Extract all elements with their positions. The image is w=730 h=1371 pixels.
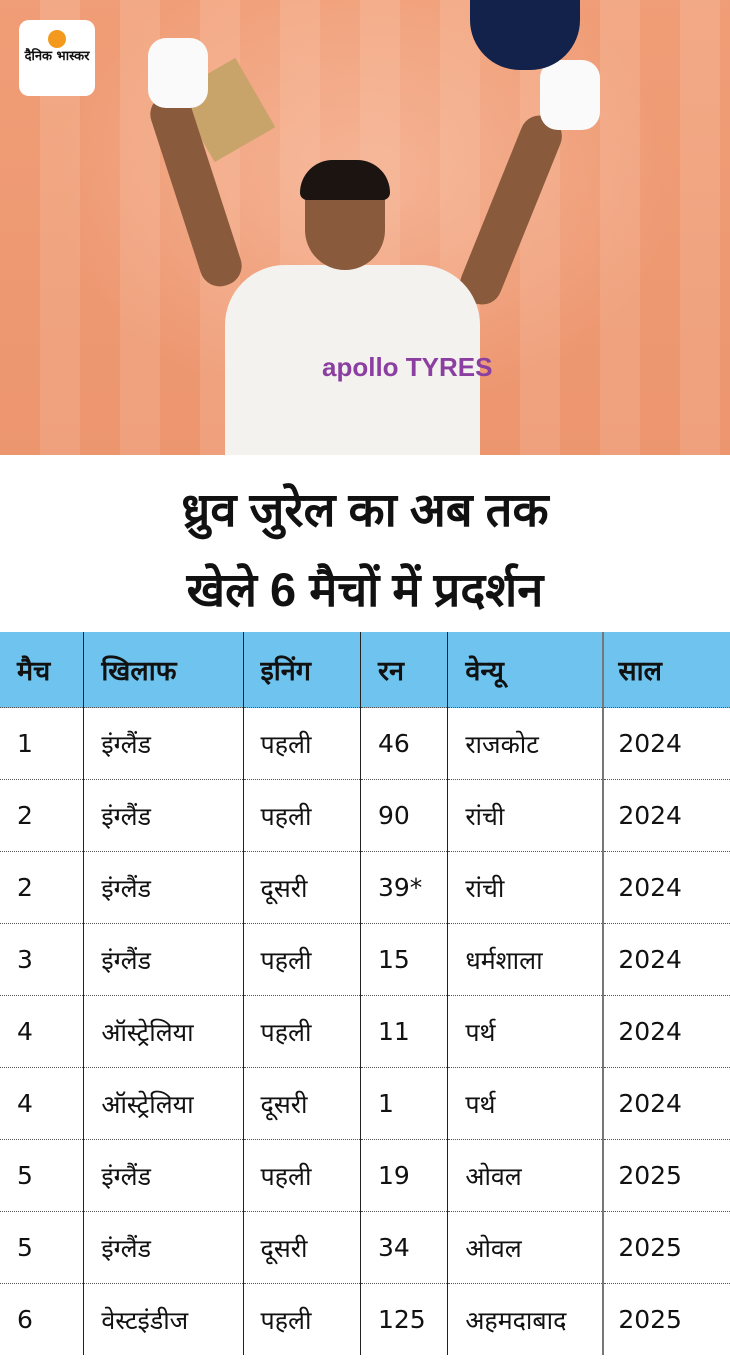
table-cell: 5 [0,1139,84,1212]
table-cell: इंग्लैंड [83,1211,244,1284]
table-cell: पहली [242,1139,361,1212]
column-header: खिलाफ [83,632,244,708]
table-cell: दूसरी [242,851,361,924]
table-cell: 34 [359,1211,448,1284]
table-cell: पर्थ [447,995,604,1068]
table-cell: दूसरी [242,1067,361,1140]
table-cell: दूसरी [242,1211,361,1284]
table-cell: 2024 [602,923,730,996]
table-cell: इंग्लैंड [83,779,244,852]
column-header: रन [359,632,448,708]
table-row: 4 ऑस्ट्रेलिया पहली 11 पर्थ 2024 [0,995,730,1068]
hair-shape [300,160,390,200]
table-cell: इंग्लैंड [83,923,244,996]
table-cell: 2 [0,851,84,924]
table-cell: इंग्लैंड [83,1139,244,1212]
table-row: 2 इंग्लैंड पहली 90 रांची 2024 [0,779,730,852]
table-cell: पहली [242,1283,361,1355]
table-cell: 2025 [602,1283,730,1355]
table-cell: रांची [447,779,604,852]
headline: ध्रुव जुरेल का अब तक खेले 6 मैचों में प्… [0,470,730,630]
table-cell: ऑस्ट्रेलिया [83,1067,244,1140]
table-row: 2 इंग्लैंड दूसरी 39* रांची 2024 [0,851,730,924]
helmet-shape [470,0,580,70]
table-cell: 39* [359,851,448,924]
sun-icon [48,30,66,48]
table-cell: धर्मशाला [447,923,604,996]
table-cell: अहमदाबाद [447,1283,604,1355]
table-cell: राजकोट [447,707,604,780]
table-cell: 2025 [602,1139,730,1212]
table-cell: 6 [0,1283,84,1355]
player-photo: apollo TYRES [0,0,730,455]
table-row: 5 इंग्लैंड पहली 19 ओवल 2025 [0,1139,730,1212]
table-row: 6 वेस्टइंडीज पहली 125 अहमदाबाद 2025 [0,1283,730,1355]
column-header: इनिंग [242,632,361,708]
table-cell: 2024 [602,1067,730,1140]
headline-line-1: ध्रुव जुरेल का अब तक [181,483,549,536]
table-cell: 4 [0,1067,84,1140]
table-row: 3 इंग्लैंड पहली 15 धर्मशाला 2024 [0,923,730,996]
column-header: साल [602,632,730,708]
table-cell: 1 [0,707,84,780]
table-cell: 2024 [602,707,730,780]
table-cell: 19 [359,1139,448,1212]
right-glove-shape [540,60,600,130]
table-cell: 2024 [602,779,730,852]
table-cell: 1 [359,1067,448,1140]
table-cell: ओवल [447,1139,604,1212]
table-cell: 90 [359,779,448,852]
stats-table: मैच खिलाफ इनिंग रन वेन्यू साल 1 इंग्लैंड पहली 46… [0,632,730,1355]
table-cell: पहली [242,923,361,996]
table-cell: 15 [359,923,448,996]
table-cell: 3 [0,923,84,996]
table-cell: 2 [0,779,84,852]
table-row: 5 इंग्लैंड दूसरी 34 ओवल 2025 [0,1211,730,1284]
table-cell: पर्थ [447,1067,604,1140]
table-cell: 125 [359,1283,448,1355]
table-cell: 2025 [602,1211,730,1284]
table-cell: रांची [447,851,604,924]
table-cell: इंग्लैंड [83,851,244,924]
jersey-shape [225,265,480,455]
table-cell: 5 [0,1211,84,1284]
table-cell: इंग्लैंड [83,707,244,780]
dainik-bhaskar-logo: दैनिक भास्कर [19,20,95,96]
table-cell: पहली [242,779,361,852]
table-row: 1 इंग्लैंड पहली 46 राजकोट 2024 [0,707,730,780]
headline-line-2: खेले 6 मैचों में प्रदर्शन [186,563,544,616]
table-cell: 2024 [602,995,730,1068]
right-arm-shape [454,109,568,311]
table-cell: पहली [242,995,361,1068]
table-cell: 11 [359,995,448,1068]
table-cell: वेस्टइंडीज [83,1283,244,1355]
column-header: मैच [0,632,84,708]
table-cell: 2024 [602,851,730,924]
table-header-row: मैच खिलाफ इनिंग रन वेन्यू साल [0,632,730,708]
jersey-sponsor: apollo TYRES [322,352,493,382]
logo-text: दैनिक भास्कर [24,49,90,64]
table-cell: पहली [242,707,361,780]
left-glove-shape [148,38,208,108]
table-cell: ओवल [447,1211,604,1284]
table-cell: 46 [359,707,448,780]
table-row: 4 ऑस्ट्रेलिया दूसरी 1 पर्थ 2024 [0,1067,730,1140]
table-cell: 4 [0,995,84,1068]
table-cell: ऑस्ट्रेलिया [83,995,244,1068]
column-header: वेन्यू [447,632,604,708]
